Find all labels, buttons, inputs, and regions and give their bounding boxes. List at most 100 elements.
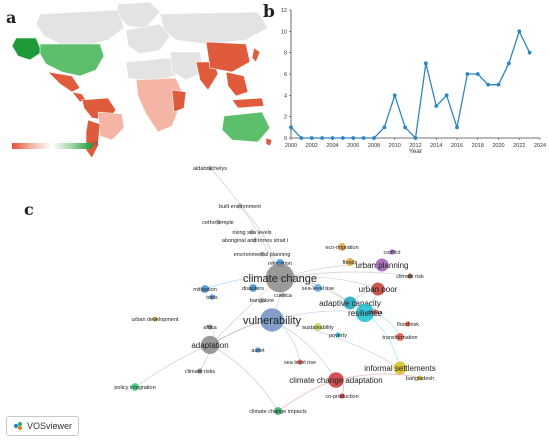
- data-point: [372, 136, 376, 140]
- x-tick-label: 2024: [534, 143, 546, 149]
- node-disasters: [249, 284, 257, 292]
- data-point: [413, 136, 418, 140]
- node-bangalore: [259, 297, 265, 303]
- node-label-climate-risks: climate risks: [185, 369, 216, 375]
- map-region-africa-east: [171, 89, 187, 113]
- node-label-dhaka: dhaka: [368, 310, 384, 316]
- node-climate-change-impacts: [274, 407, 282, 415]
- y-tick-label: 4: [284, 93, 287, 99]
- data-point: [465, 72, 470, 76]
- node-label-bangalore: bangalore: [250, 298, 274, 304]
- map-region-southeast-asia: [225, 71, 249, 97]
- node-label-resilience: resilience: [348, 309, 382, 318]
- y-tick-label: 12: [281, 8, 287, 14]
- node-informal-settlements: [393, 361, 407, 375]
- network-link: [279, 271, 411, 279]
- node-label-tools: tools: [206, 295, 218, 301]
- node-transformation: [396, 333, 404, 341]
- y-tick-label: 10: [281, 29, 287, 35]
- node-label-poverty: poverty: [329, 333, 347, 339]
- map-region-mexico: [47, 71, 81, 93]
- node-climate-change-adaptation: [328, 372, 344, 388]
- node-label-adaptation: adaptation: [191, 341, 228, 350]
- data-point: [382, 125, 387, 130]
- x-tick-label: 2010: [389, 143, 401, 149]
- x-tick-label: 2012: [409, 143, 421, 149]
- node-label-aldabrachelys: aldabrachelys: [193, 166, 227, 172]
- network-nodes: aldabrachelys built environment cetho temp…: [114, 165, 436, 415]
- node-tools: [209, 294, 215, 300]
- vosviewer-badge[interactable]: VOSviewer: [6, 416, 80, 436]
- network-link: [335, 373, 421, 381]
- map-land-group: [11, 1, 273, 159]
- node-cetho-temple: [215, 219, 221, 225]
- node-environmental-planning: [259, 251, 265, 257]
- x-tick-label: 2020: [492, 143, 504, 149]
- node-label-sea-level-rise: sea-level rise: [302, 286, 334, 292]
- node-floods: [346, 258, 354, 266]
- node-label-urban-development: urban development: [131, 317, 179, 323]
- node-label-cetho-temple: cetho temple: [202, 220, 234, 226]
- node-label-bangladesh: bangladesh: [406, 376, 434, 382]
- data-point: [309, 136, 314, 140]
- node-label-mitigation: mitigation: [193, 287, 217, 293]
- data-point: [289, 125, 293, 130]
- x-tick-label: 2022: [513, 143, 525, 149]
- y-tick-label: 0: [284, 136, 287, 142]
- node-label-climate-change-adaptation: climate change adaptation: [289, 376, 382, 385]
- node-bangladesh: [417, 375, 423, 381]
- world-map-panel: a rs: [0, 0, 275, 160]
- x-tick-label: 2016: [451, 143, 463, 149]
- node-asset: [255, 347, 261, 353]
- x-tick-label: 2004: [326, 143, 338, 149]
- map-region-usa: [39, 43, 105, 77]
- node-label-climate-change-impacts: climate change impacts: [249, 409, 307, 415]
- network-link: [209, 167, 281, 279]
- data-point: [392, 93, 397, 98]
- data-point: [434, 104, 439, 108]
- node-label-transformation: transformation: [382, 335, 417, 341]
- x-axis-title: Year: [409, 148, 423, 155]
- data-point: [320, 136, 325, 140]
- node-sea-level-rise: [297, 359, 303, 365]
- data-point: [423, 61, 428, 66]
- node-label-disasters: disasters: [242, 286, 264, 292]
- map-region-japan: [251, 47, 261, 63]
- x-tick-label: 2006: [347, 143, 359, 149]
- data-point: [455, 125, 459, 130]
- node-label-informal-settlements: informal settlements: [364, 364, 436, 373]
- node-label-cuenca: cuenca: [274, 293, 293, 299]
- node-co-production: [339, 393, 345, 399]
- data-point: [403, 125, 408, 130]
- x-tick-label: 2008: [368, 143, 380, 149]
- data-point: [496, 82, 501, 87]
- node-sea-level-rise: [314, 284, 322, 292]
- node-label-aboriginal-and-torres-strait-i: aboriginal and torres strait i: [222, 238, 288, 244]
- network-link: [209, 344, 279, 412]
- map-region-middle-east: [169, 51, 205, 81]
- node-label-asset: asset: [251, 348, 265, 354]
- x-tick-label: 2002: [306, 143, 318, 149]
- node-adaptive-capacity: [343, 296, 357, 310]
- panel-label-a: a: [6, 8, 17, 27]
- world-map: [11, 1, 273, 159]
- node-aboriginal-and-torres-strait-i: [252, 237, 258, 243]
- map-region-canada: [35, 9, 125, 45]
- node-poverty: [335, 332, 341, 338]
- map-region-new-zealand: [265, 137, 273, 147]
- network-link: [134, 344, 211, 388]
- node-urban-development: [152, 316, 158, 322]
- node-rising-sea-levels: [249, 229, 255, 235]
- keyword-network: aldabrachelys built environment cetho temp…: [114, 165, 436, 415]
- node-label-rising-sea-levels: rising sea levels: [232, 230, 271, 236]
- map-region-indonesia: [231, 97, 265, 109]
- node-label-climate-change: climate change: [243, 273, 317, 285]
- node-cuenca: [280, 292, 286, 298]
- data-point: [527, 50, 532, 55]
- node-label-floods: floods: [343, 260, 358, 266]
- node-africa: [207, 324, 213, 330]
- data-point: [486, 82, 491, 87]
- data-point: [351, 136, 356, 140]
- node-label-policy-integration: policy integration: [114, 385, 155, 391]
- node-label-sustainability: sustainability: [302, 325, 334, 331]
